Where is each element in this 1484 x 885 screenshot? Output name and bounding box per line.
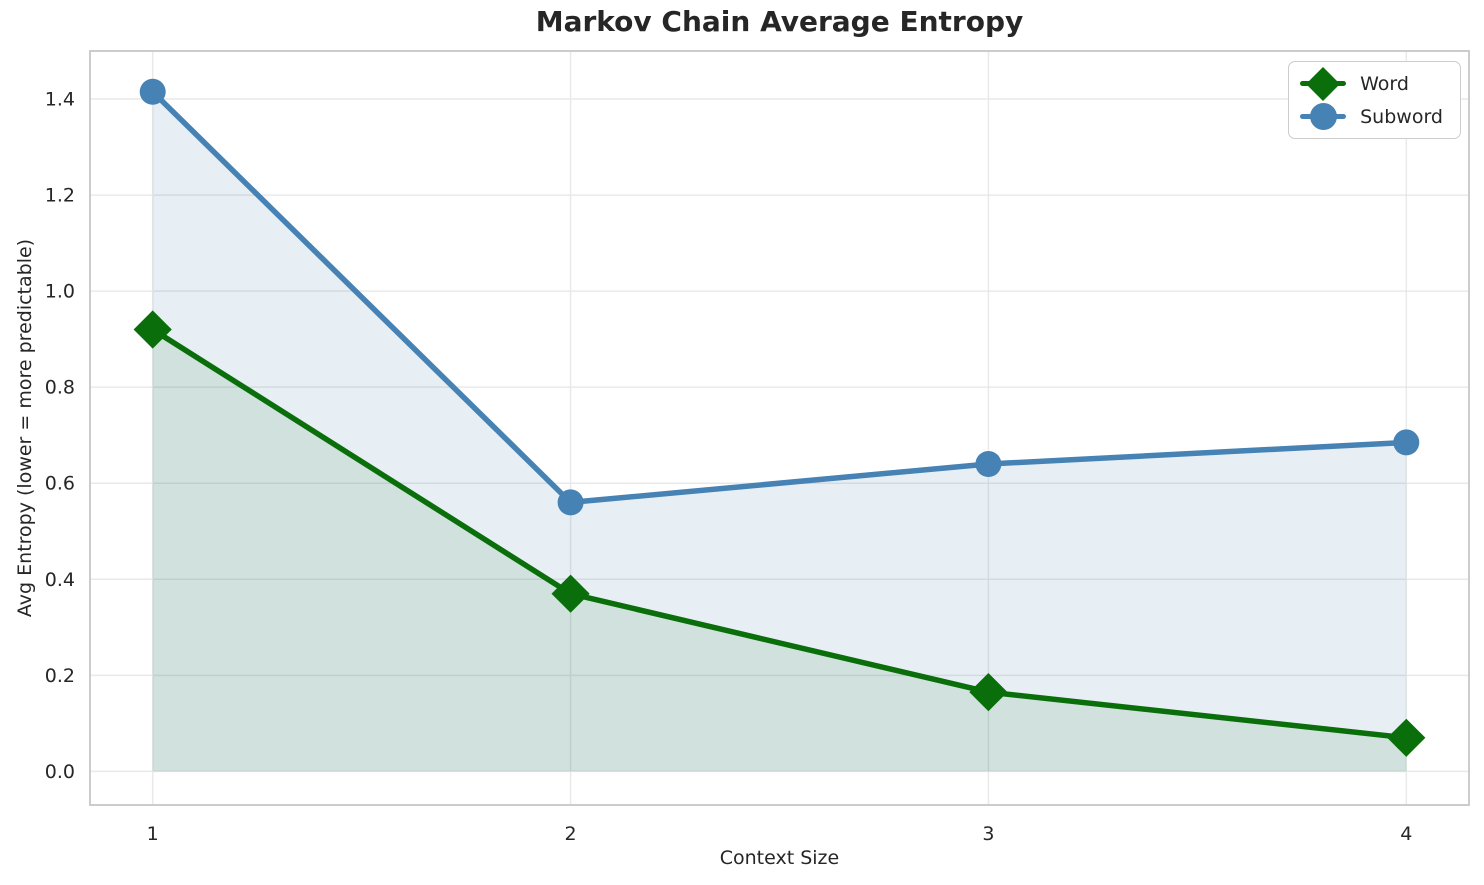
area-fill-word bbox=[152, 329, 1407, 772]
data-marker-word bbox=[133, 310, 172, 349]
data-marker-subword bbox=[557, 489, 584, 516]
legend-item-subword: Subword bbox=[1300, 101, 1443, 132]
legend-circle-shape bbox=[1309, 103, 1337, 130]
y-tick-labels: 0.0 0.2 0.4 0.6 0.8 1.0 1.2 1.4 bbox=[45, 89, 75, 783]
svg-text:1: 1 bbox=[147, 823, 159, 845]
data-marker-word bbox=[1387, 718, 1426, 757]
svg-text:1.2: 1.2 bbox=[45, 185, 75, 207]
y-axis-label: Avg Entropy (lower = more predictable) bbox=[14, 238, 36, 618]
svg-text:0.8: 0.8 bbox=[45, 377, 75, 399]
legend: Word Subword bbox=[1288, 61, 1461, 139]
series-line-subword bbox=[149, 89, 1410, 506]
data-marker-word bbox=[551, 574, 590, 613]
area-fill-subword bbox=[152, 91, 1407, 772]
legend-label-subword: Subword bbox=[1360, 105, 1443, 128]
series-line-word bbox=[149, 326, 1410, 741]
diamond-marker-icon bbox=[1300, 66, 1347, 101]
x-axis-label: Context Size bbox=[719, 847, 840, 869]
circle-marker-icon bbox=[1300, 101, 1347, 132]
svg-text:0.0: 0.0 bbox=[45, 761, 75, 783]
svg-text:0.6: 0.6 bbox=[45, 473, 75, 495]
data-marker-subword bbox=[1393, 429, 1420, 456]
chart-title: Markov Chain Average Entropy bbox=[535, 5, 1024, 38]
legend-item-word: Word bbox=[1300, 66, 1443, 101]
legend-diamond-shape bbox=[1306, 66, 1341, 101]
svg-text:1.0: 1.0 bbox=[45, 281, 75, 303]
svg-text:0.2: 0.2 bbox=[45, 665, 75, 687]
svg-text:4: 4 bbox=[1400, 823, 1412, 845]
x-tick-labels: 1 2 3 4 bbox=[147, 823, 1413, 845]
data-marker-subword bbox=[975, 451, 1002, 477]
svg-text:0.4: 0.4 bbox=[45, 569, 75, 591]
svg-text:1.4: 1.4 bbox=[45, 89, 75, 111]
svg-text:3: 3 bbox=[982, 823, 994, 845]
plot-border bbox=[89, 50, 1470, 806]
svg-text:2: 2 bbox=[565, 823, 577, 845]
data-marker-subword bbox=[139, 78, 166, 105]
gridlines bbox=[90, 51, 1469, 805]
data-marker-word bbox=[969, 673, 1008, 712]
legend-label-word: Word bbox=[1360, 72, 1409, 95]
